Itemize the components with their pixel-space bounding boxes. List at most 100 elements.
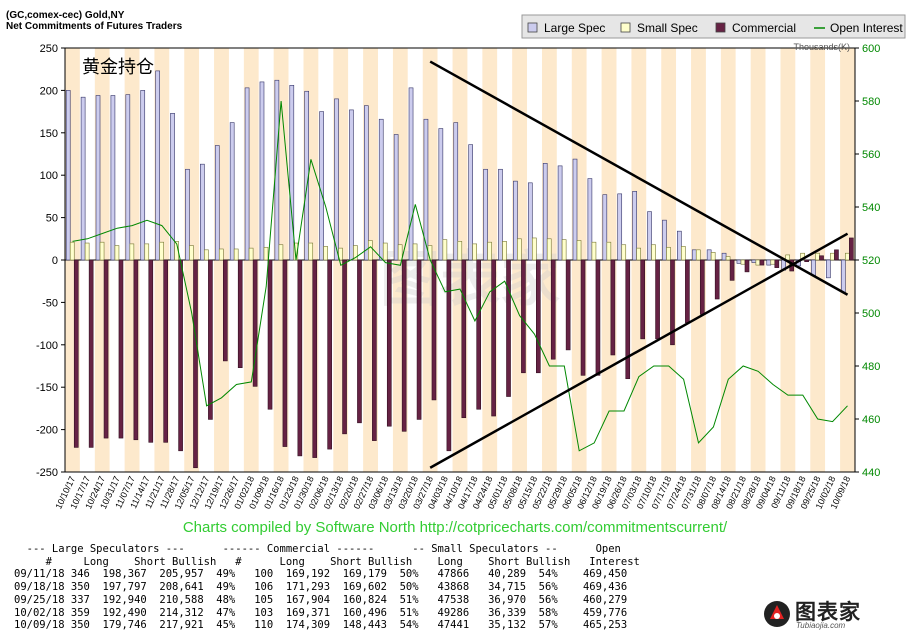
left-tick-label: 50: [46, 213, 58, 225]
commercial-bar: [714, 259, 720, 300]
small-spec-bar: [591, 241, 597, 261]
commercial-bar: [521, 259, 526, 374]
left-tick-label: 150: [40, 128, 58, 140]
right-axis-label: Thousands(K): [793, 42, 850, 52]
large-spec-bar: [647, 211, 652, 261]
large-spec-bar: [95, 95, 101, 261]
small-spec-bar: [99, 241, 105, 261]
small-spec-bar: [651, 244, 656, 261]
large-spec-bar: [289, 85, 295, 261]
commercial-bar: [670, 259, 675, 346]
table-header-2: # Long Short Bullish # Long Short Bullis…: [14, 555, 640, 568]
small-spec-bar: [368, 240, 373, 261]
legend-label: Small Spec: [637, 21, 698, 35]
commercial-bar: [834, 249, 839, 261]
commercial-bar: [118, 259, 124, 439]
commercial-bar: [491, 259, 496, 417]
cot-chart: 图表家250200150100500-50-100-150-200-250600…: [36, 14, 906, 511]
commercial-bar: [729, 259, 735, 281]
commercial-bar: [73, 259, 79, 448]
small-spec-bar: [502, 241, 507, 261]
commercial-bar: [163, 259, 169, 443]
large-spec-bar: [632, 191, 637, 261]
commercial-bar: [416, 259, 422, 420]
left-tick-label: 250: [40, 43, 58, 55]
small-spec-bar: [845, 252, 850, 261]
small-spec-bar: [263, 246, 269, 261]
large-spec-bar: [587, 178, 593, 261]
small-spec-bar: [159, 241, 164, 261]
commercial-bar: [699, 259, 705, 315]
small-spec-bar: [472, 243, 477, 261]
large-spec-bar: [840, 259, 846, 293]
small-spec-bar: [457, 241, 463, 261]
small-spec-bar: [114, 245, 120, 261]
left-tick-label: -150: [36, 382, 58, 394]
small-spec-bar: [666, 246, 671, 261]
small-spec-bar: [517, 238, 522, 261]
small-spec-bar: [576, 240, 582, 261]
large-spec-bar: [140, 90, 146, 261]
trendline: [429, 232, 849, 469]
large-spec-bar: [527, 182, 533, 261]
commercial-bar: [580, 259, 586, 376]
large-spec-bar: [65, 90, 71, 261]
commercial-bar: [565, 259, 571, 351]
trendline: [429, 60, 849, 296]
small-spec-bar: [308, 242, 314, 261]
small-spec-bar: [248, 247, 254, 261]
small-spec-bar: [233, 248, 239, 261]
large-spec-bar: [602, 194, 608, 261]
small-spec-bar: [606, 241, 612, 261]
site-logo: 图表家 Tubiaojia.com: [760, 596, 900, 634]
legend-label: Commercial: [732, 21, 796, 35]
logo-icon: [764, 601, 790, 627]
large-spec-bar: [244, 87, 250, 261]
commercial-bar: [88, 259, 94, 448]
large-spec-bar: [80, 96, 86, 261]
commercial-bar: [655, 259, 660, 340]
large-spec-bar: [274, 79, 280, 261]
small-spec-bar: [144, 243, 150, 261]
small-spec-bar: [412, 243, 418, 261]
small-spec-bar: [129, 243, 135, 261]
large-spec-bar: [364, 105, 369, 261]
small-spec-bar: [546, 238, 552, 261]
small-spec-bar: [353, 245, 358, 261]
commercial-bar: [133, 259, 139, 441]
large-spec-bar: [468, 144, 473, 261]
large-spec-bar: [811, 259, 816, 276]
commercial-bar: [506, 259, 511, 397]
commercial-bar: [208, 259, 213, 420]
large-spec-bar: [617, 193, 623, 261]
commercial-bar: [312, 259, 318, 458]
large-spec-bar: [319, 111, 324, 261]
large-spec-bar: [214, 145, 220, 261]
table-row: 10/09/18 350 179,746 217,921 45% 110 174…: [14, 619, 628, 632]
commercial-bar: [446, 259, 452, 452]
large-spec-bar: [453, 122, 459, 261]
large-spec-bar: [736, 259, 742, 264]
commercial-bar: [282, 259, 288, 447]
small-spec-bar: [204, 249, 209, 261]
summary-table: --- Large Speculators --- ------ Commerc…: [14, 543, 640, 632]
table-row: 10/02/18 359 192,490 214,312 47% 103 169…: [14, 606, 628, 619]
small-spec-bar: [561, 239, 567, 261]
logo-text: 图表家: [795, 600, 861, 624]
large-spec-bar: [677, 230, 682, 261]
chart-title-line1: (GC,comex-cec) Gold,NY: [6, 10, 125, 21]
small-spec-bar: [710, 252, 716, 261]
large-spec-bar: [334, 98, 339, 261]
small-spec-bar: [636, 247, 641, 261]
commercial-bar: [625, 259, 631, 380]
left-tick-label: 100: [40, 170, 58, 182]
commercial-bar: [148, 259, 154, 443]
small-spec-bar: [770, 259, 776, 265]
large-spec-bar: [438, 128, 444, 261]
large-spec-bar: [229, 122, 235, 261]
large-spec-bar: [200, 163, 205, 261]
small-spec-bar: [830, 252, 835, 261]
logo-url: Tubiaojia.com: [796, 621, 846, 630]
small-spec-bar: [218, 248, 224, 261]
large-spec-bar: [110, 95, 116, 261]
